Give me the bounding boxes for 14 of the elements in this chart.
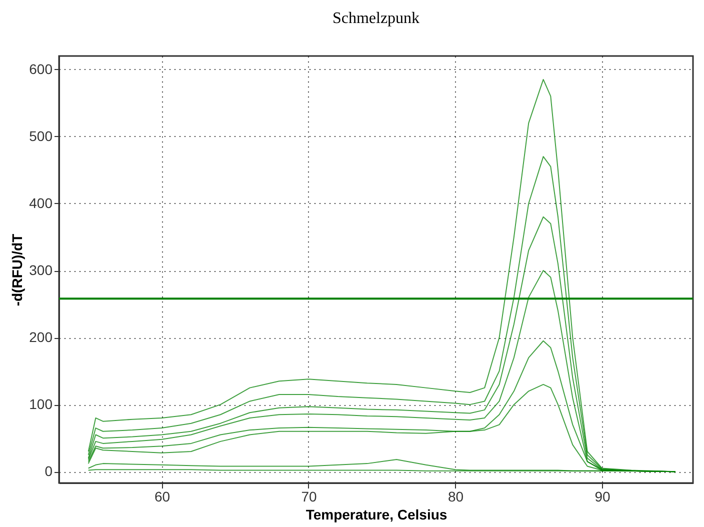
y-axis-title: -d(RFU)/dT [9,233,26,306]
y-tick-label: 500 [29,128,53,144]
x-tick-label: 80 [448,488,464,504]
y-tick-label: 100 [29,396,53,412]
chart-title: Schmelzpunk [332,10,420,27]
x-tick-label: 90 [594,488,611,504]
x-axis-title: Temperature, Celsius [306,506,448,522]
x-tick-label: 60 [154,488,170,504]
y-tick-label: 0 [44,463,53,480]
y-tick-label: 300 [29,262,53,278]
x-tick-label: 70 [301,488,317,504]
y-tick-label: 400 [29,194,53,211]
y-tick-label: 600 [29,60,53,77]
y-tick-label: 200 [29,329,53,346]
